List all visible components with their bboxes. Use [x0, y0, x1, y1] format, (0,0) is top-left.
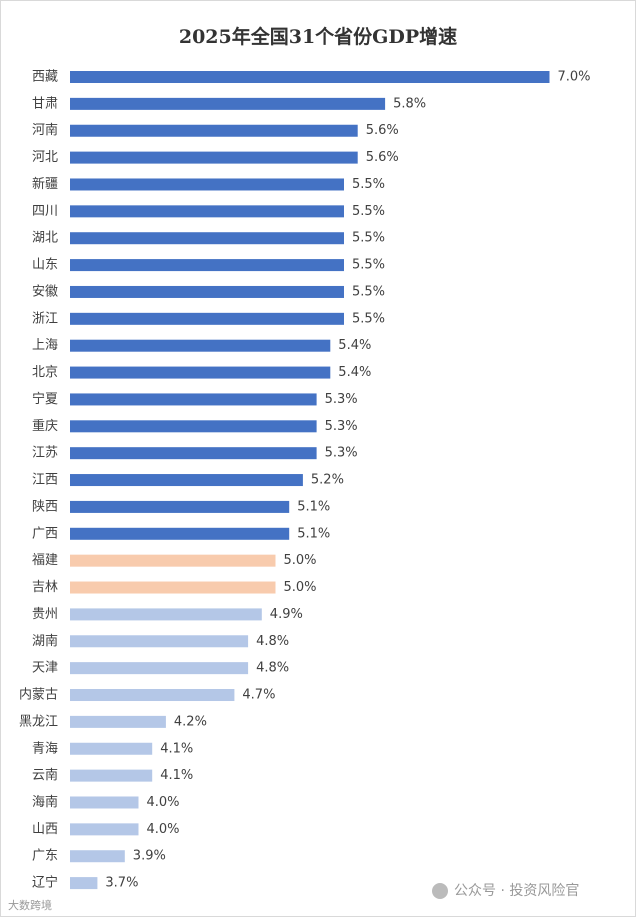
- bar: [70, 500, 290, 513]
- value-label: 5.3%: [325, 446, 358, 461]
- value-label: 5.3%: [325, 419, 358, 434]
- bar: [70, 232, 344, 245]
- bar: [70, 285, 344, 298]
- y-tick-label: 辽宁: [32, 875, 58, 891]
- value-label: 4.9%: [270, 607, 303, 622]
- y-tick-label: 湖南: [32, 633, 58, 649]
- y-tick-label: 上海: [32, 338, 58, 353]
- value-label: 4.1%: [160, 768, 193, 783]
- value-label: 5.5%: [352, 231, 385, 246]
- value-label: 5.5%: [352, 284, 385, 299]
- value-label: 4.0%: [147, 822, 180, 837]
- y-tick-label: 河北: [32, 150, 58, 165]
- value-label: 5.5%: [352, 311, 385, 326]
- y-tick-label: 青海: [32, 741, 58, 756]
- value-label: 5.5%: [352, 258, 385, 273]
- value-label: 3.7%: [105, 876, 138, 891]
- y-tick-label: 重庆: [32, 418, 58, 434]
- value-label: 5.4%: [338, 338, 371, 353]
- bar: [70, 850, 125, 863]
- value-label: 5.0%: [284, 553, 317, 568]
- value-label: 5.5%: [352, 177, 385, 192]
- bar: [70, 474, 303, 487]
- bar: [70, 124, 358, 137]
- y-tick-label: 陕西: [32, 499, 58, 514]
- y-tick-label: 贵州: [32, 607, 58, 622]
- bar: [70, 312, 344, 325]
- bar: [70, 796, 139, 809]
- bar: [70, 205, 344, 218]
- y-tick-label: 宁夏: [32, 391, 58, 407]
- y-tick-label: 天津: [32, 661, 58, 676]
- bar: [70, 689, 235, 702]
- y-tick-label: 北京: [32, 365, 58, 380]
- bar: [70, 742, 153, 755]
- value-label: 4.0%: [147, 795, 180, 810]
- value-label: 3.9%: [133, 849, 166, 864]
- value-label: 5.2%: [311, 473, 344, 488]
- bar: [70, 877, 98, 890]
- chart-title: 2025年全国31个省份GDP增速: [179, 25, 457, 48]
- bar: [70, 151, 358, 164]
- bar: [70, 662, 249, 675]
- y-tick-label: 云南: [32, 767, 58, 783]
- value-label: 5.5%: [352, 204, 385, 219]
- value-label: 4.8%: [256, 634, 289, 649]
- y-tick-label: 浙江: [32, 311, 58, 326]
- bar: [70, 635, 249, 648]
- value-label: 5.1%: [297, 526, 330, 541]
- y-tick-label: 新疆: [32, 176, 58, 192]
- value-label: 5.8%: [393, 96, 426, 111]
- watermark-icon: [432, 883, 448, 899]
- y-tick-label: 四川: [32, 204, 58, 219]
- bar: [70, 447, 317, 460]
- y-tick-label: 福建: [32, 553, 58, 568]
- y-tick-label: 江苏: [32, 445, 58, 461]
- y-tick-label: 山东: [32, 258, 58, 273]
- value-label: 5.6%: [366, 150, 399, 165]
- bar: [70, 715, 166, 728]
- bar: [70, 554, 276, 567]
- value-label: 5.6%: [366, 123, 399, 138]
- bar: [70, 97, 386, 110]
- y-tick-label: 西藏: [32, 70, 58, 85]
- bar: [70, 366, 331, 379]
- y-tick-label: 广东: [32, 849, 58, 864]
- bar: [70, 823, 139, 836]
- bar: [70, 581, 276, 594]
- watermark: 公众号 · 投资风险官: [454, 883, 579, 899]
- value-label: 4.8%: [256, 661, 289, 676]
- bar: [70, 71, 550, 83]
- value-label: 4.1%: [160, 741, 193, 756]
- bar: [70, 178, 344, 191]
- y-tick-label: 安徽: [32, 284, 58, 299]
- value-label: 5.3%: [325, 392, 358, 407]
- bar: [70, 769, 153, 782]
- bar: [70, 259, 344, 272]
- bar: [70, 420, 317, 433]
- watermark: 大数跨境: [8, 898, 52, 912]
- y-tick-label: 黑龙江: [19, 714, 58, 729]
- value-label: 7.0%: [558, 70, 591, 85]
- value-label: 4.2%: [174, 714, 207, 729]
- value-label: 5.0%: [284, 580, 317, 595]
- y-tick-label: 海南: [32, 794, 58, 810]
- value-label: 5.1%: [297, 499, 330, 514]
- value-label: 5.4%: [338, 365, 371, 380]
- y-tick-label: 河南: [32, 122, 58, 138]
- y-tick-label: 甘肃: [32, 96, 58, 111]
- y-tick-label: 江西: [32, 473, 58, 488]
- bar: [70, 527, 290, 540]
- y-tick-label: 山西: [32, 822, 58, 837]
- y-tick-label: 内蒙古: [19, 687, 58, 703]
- y-tick-label: 湖北: [32, 231, 58, 246]
- bar: [70, 393, 317, 406]
- y-tick-label: 吉林: [32, 580, 58, 595]
- y-tick-label: 广西: [32, 526, 58, 541]
- bar: [70, 608, 262, 621]
- bar: [70, 339, 331, 352]
- value-label: 4.7%: [242, 688, 275, 703]
